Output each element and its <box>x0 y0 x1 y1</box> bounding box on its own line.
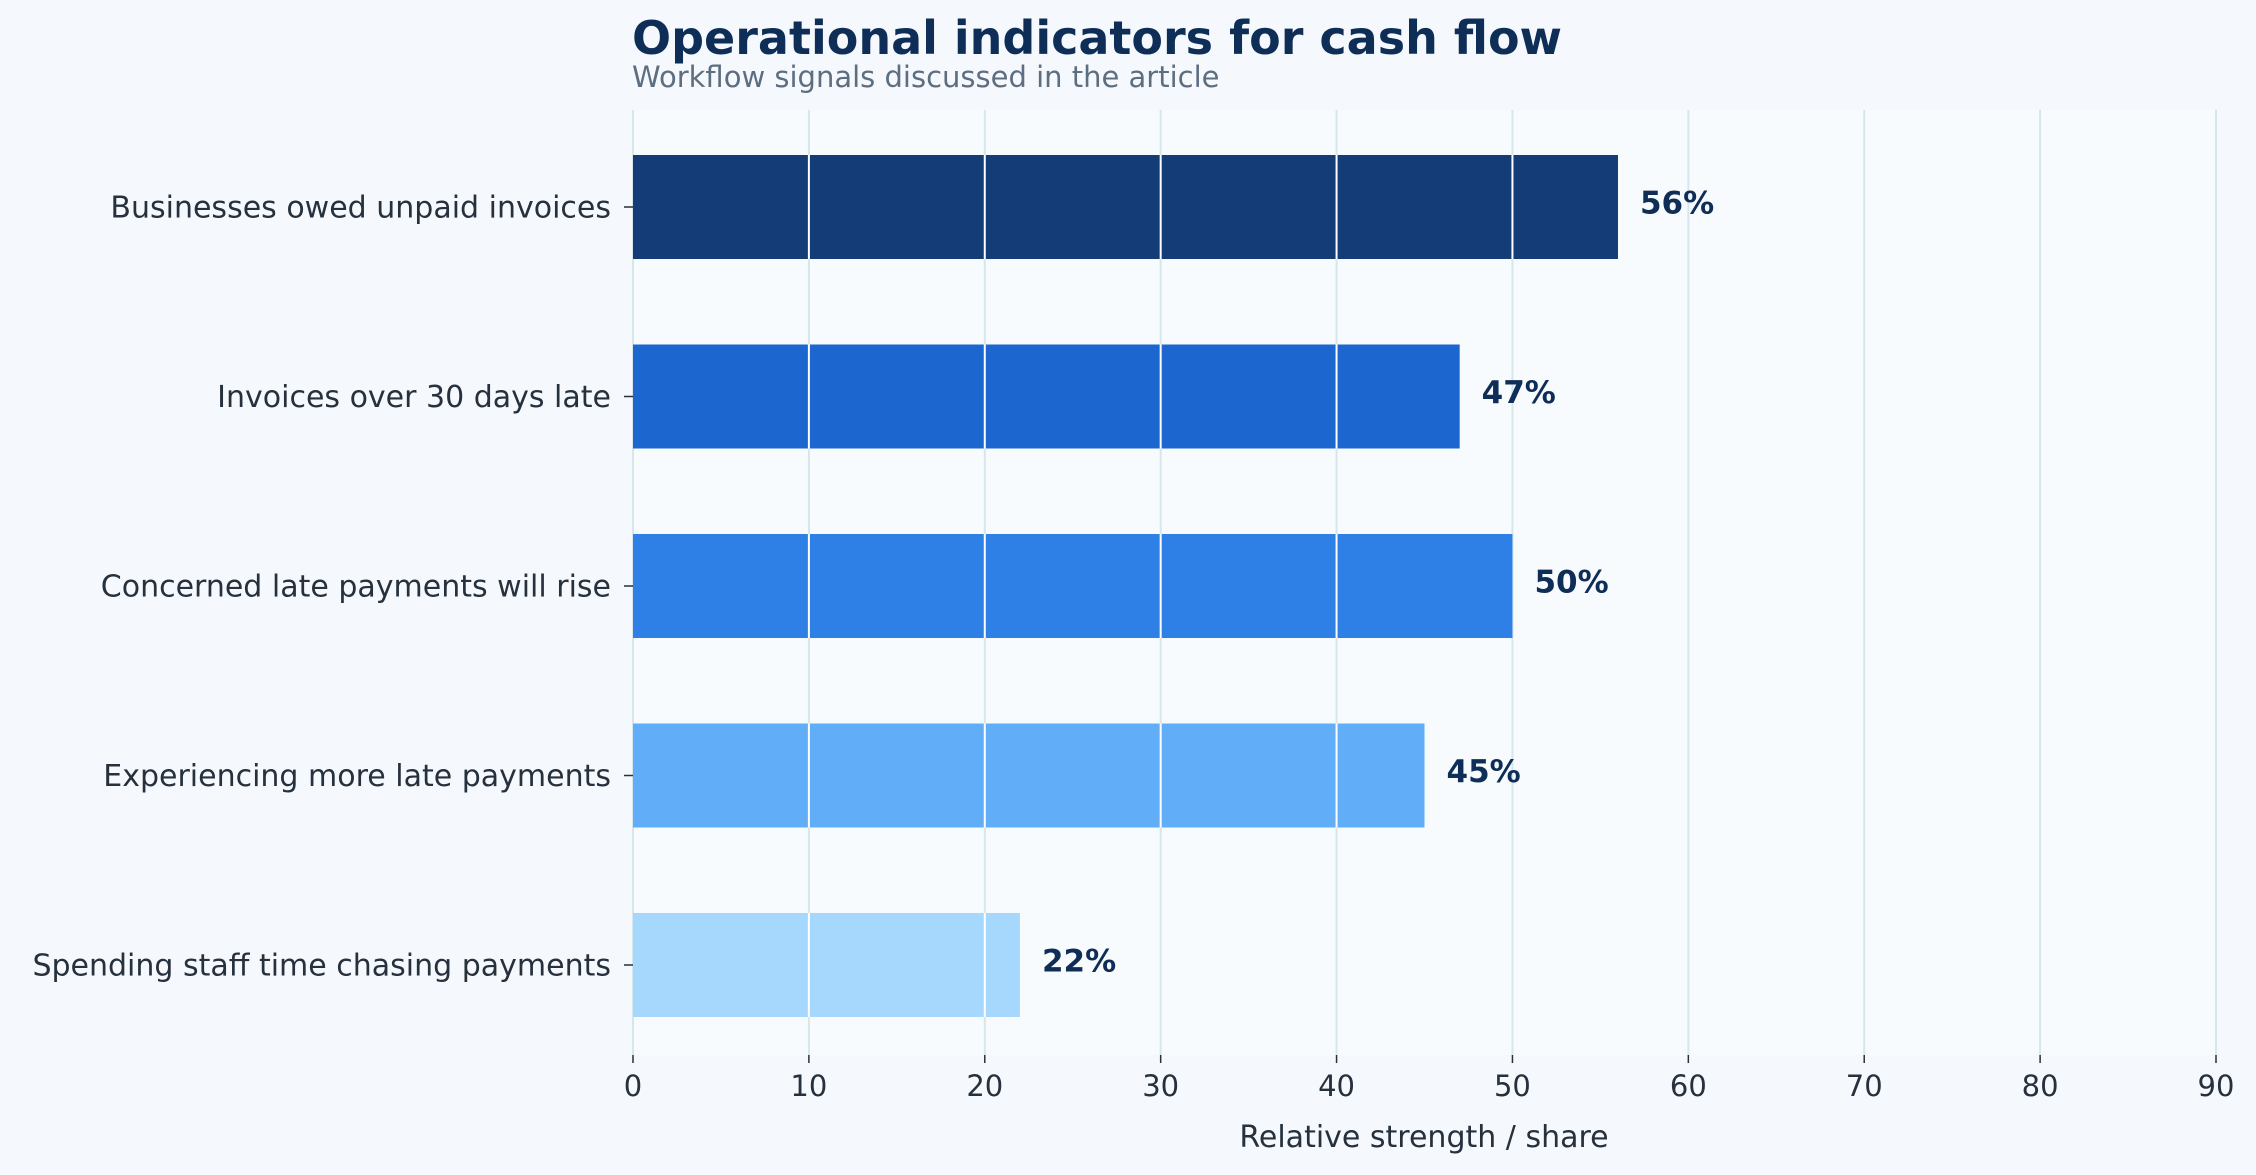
x-tick-label: 20 <box>966 1069 1003 1103</box>
category-label: Spending staff time chasing payments <box>32 949 611 984</box>
value-label: 56% <box>1640 186 1714 222</box>
x-tick-label: 30 <box>1142 1069 1179 1103</box>
bar <box>633 534 1513 638</box>
category-label: Experiencing more late payments <box>103 759 611 794</box>
bar-gridlines <box>807 155 1514 1017</box>
x-tick-labels: 0 10 20 30 40 50 60 70 80 90 <box>624 1055 2235 1103</box>
value-label: 22% <box>1042 944 1116 980</box>
x-tick-label: 40 <box>1318 1069 1355 1103</box>
value-labels: 56% 47% 50% 45% 22% <box>1042 186 1714 980</box>
value-label: 45% <box>1447 754 1521 790</box>
x-tick-label: 90 <box>2198 1069 2235 1103</box>
category-label: Businesses owed unpaid invoices <box>110 191 611 226</box>
x-tick-label: 80 <box>2022 1069 2059 1103</box>
bar <box>633 723 1425 828</box>
value-label: 47% <box>1482 375 1556 411</box>
bars <box>633 155 1618 1017</box>
bar <box>633 913 1020 1017</box>
x-tick-label: 60 <box>1670 1069 1707 1103</box>
category-label: Concerned late payments will rise <box>101 570 611 605</box>
x-tick-label: 10 <box>790 1069 827 1103</box>
x-tick-label: 70 <box>1846 1069 1883 1103</box>
x-tick-label: 50 <box>1494 1069 1531 1103</box>
x-tick-label: 0 <box>624 1069 642 1103</box>
category-label: Invoices over 30 days late <box>217 380 611 415</box>
chart-title: Operational indicators for cash flow <box>632 11 1562 65</box>
category-labels: Businesses owed unpaid invoices Invoices … <box>32 191 633 984</box>
value-label: 50% <box>1534 565 1608 601</box>
bar <box>633 155 1618 259</box>
bar <box>633 344 1460 449</box>
chart-subtitle: Workflow signals discussed in the articl… <box>632 60 1220 94</box>
x-axis-label: Relative strength / share <box>1239 1120 1608 1155</box>
